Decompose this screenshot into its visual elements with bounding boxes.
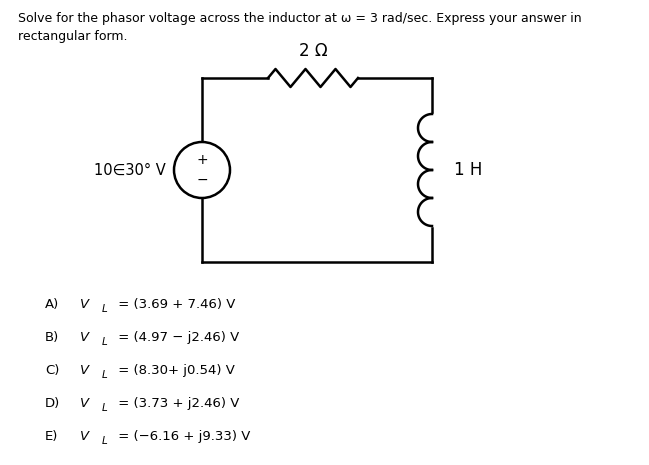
Text: L: L — [102, 370, 108, 380]
Text: V: V — [80, 364, 89, 377]
Text: C): C) — [45, 364, 59, 377]
Text: V: V — [80, 298, 89, 311]
Text: L: L — [102, 304, 108, 314]
Text: = (3.73 + j2.46) V: = (3.73 + j2.46) V — [114, 397, 239, 410]
Text: 10∈30° V: 10∈30° V — [94, 162, 166, 178]
Text: A): A) — [45, 298, 59, 311]
Text: = (3.69 + 7.46) V: = (3.69 + 7.46) V — [114, 298, 236, 311]
Text: E): E) — [45, 430, 58, 443]
Text: +: + — [196, 153, 208, 167]
Text: 2 Ω: 2 Ω — [299, 42, 327, 60]
Text: = (−6.16 + j9.33) V: = (−6.16 + j9.33) V — [114, 430, 251, 443]
Text: V: V — [80, 397, 89, 410]
Text: V: V — [80, 430, 89, 443]
Text: D): D) — [45, 397, 60, 410]
Text: 1 H: 1 H — [454, 161, 482, 179]
Text: Solve for the phasor voltage across the inductor at ω = 3 rad/sec. Express your : Solve for the phasor voltage across the … — [18, 12, 582, 25]
Text: L: L — [102, 403, 108, 413]
Text: = (4.97 − j2.46) V: = (4.97 − j2.46) V — [114, 331, 239, 344]
Text: −: − — [196, 173, 208, 187]
Text: L: L — [102, 337, 108, 347]
Text: V: V — [80, 331, 89, 344]
Text: B): B) — [45, 331, 59, 344]
Text: rectangular form.: rectangular form. — [18, 30, 127, 43]
Text: = (8.30+ j0.54) V: = (8.30+ j0.54) V — [114, 364, 235, 377]
Text: L: L — [102, 436, 108, 446]
